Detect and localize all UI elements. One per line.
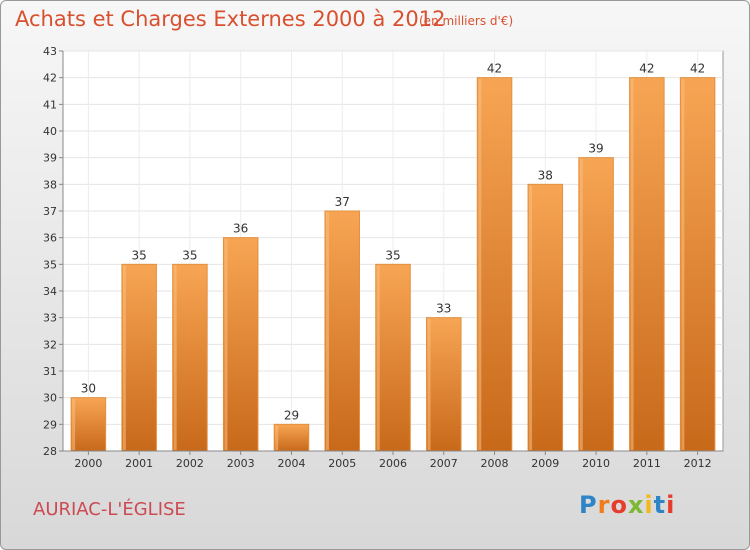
x-tick-label-2011: 2011: [633, 457, 661, 470]
bar-2004: [273, 423, 310, 452]
x-tick-label-2010: 2010: [582, 457, 610, 470]
x-tick-label-2004: 2004: [277, 457, 305, 470]
data-label-2003: 36: [233, 222, 248, 236]
bar-highlight: [122, 265, 126, 450]
x-tick-label-2008: 2008: [481, 457, 509, 470]
bar-2001: [121, 263, 157, 452]
logo-letter: t: [653, 491, 667, 519]
data-label-2006: 35: [385, 248, 400, 262]
proxiti-logo: Proxiti: [579, 491, 675, 519]
y-tick-label: 35: [43, 258, 57, 271]
bar-highlight: [579, 158, 583, 450]
data-label-2004: 29: [284, 408, 299, 422]
y-tick-label: 34: [43, 285, 57, 298]
data-label-2012: 42: [690, 62, 705, 76]
y-tick-label: 38: [43, 178, 57, 191]
data-label-2009: 38: [538, 168, 553, 182]
data-label-2008: 42: [487, 62, 502, 76]
bar-highlight: [529, 185, 533, 451]
logo-letter: i: [666, 491, 676, 519]
y-tick-label: 41: [43, 98, 57, 111]
y-tick-label: 36: [43, 232, 57, 245]
y-tick-label: 31: [43, 365, 57, 378]
y-tick-label: 32: [43, 338, 57, 351]
y-tick-label: 33: [43, 312, 57, 325]
chart-subtitle: (en milliers d'€): [419, 14, 514, 28]
x-tick-label-2001: 2001: [125, 457, 153, 470]
data-label-2007: 33: [436, 302, 451, 316]
logo-letter: i: [644, 491, 654, 519]
y-tick-label: 28: [43, 445, 57, 458]
bar-highlight: [72, 398, 76, 450]
bar-highlight: [325, 212, 329, 450]
x-tick-label-2006: 2006: [379, 457, 407, 470]
bar-2005: [324, 210, 360, 452]
data-label-2005: 37: [335, 195, 350, 209]
x-tick-label-2000: 2000: [74, 457, 102, 470]
logo-letter: o: [610, 491, 628, 519]
y-tick-label: 43: [43, 45, 57, 58]
bar-highlight: [224, 238, 228, 450]
x-tick-label-2002: 2002: [176, 457, 204, 470]
bar-2000: [70, 397, 107, 452]
bar-highlight: [478, 78, 482, 451]
data-label-2010: 39: [588, 142, 603, 156]
bar-2010: [578, 157, 614, 452]
x-tick-label-2007: 2007: [430, 457, 458, 470]
bar-2002: [172, 263, 208, 452]
bar-highlight: [376, 265, 380, 450]
bar-2011: [629, 77, 665, 452]
bar-2003: [222, 237, 259, 452]
data-label-2001: 35: [132, 248, 147, 262]
bar-2012: [679, 77, 716, 452]
bar-highlight: [173, 265, 177, 450]
bar-highlight: [681, 78, 685, 451]
bar-highlight: [630, 78, 634, 451]
x-tick-label-2003: 2003: [227, 457, 255, 470]
x-tick-label-2012: 2012: [684, 457, 712, 470]
logo-letter: r: [597, 491, 611, 519]
y-tick-label: 29: [43, 418, 57, 431]
logo-letter: P: [579, 491, 598, 519]
chart-title: Achats et Charges Externes 2000 à 2012: [15, 7, 446, 31]
y-tick-label: 37: [43, 205, 57, 218]
y-tick-label: 39: [43, 152, 57, 165]
bar-highlight: [275, 425, 279, 450]
commune-name: AURIAC-L'ÉGLISE: [33, 499, 186, 520]
y-tick-label: 30: [43, 392, 57, 405]
y-tick-label: 40: [43, 125, 57, 138]
data-label-2002: 35: [182, 248, 197, 262]
bar-2007: [426, 317, 462, 452]
y-tick-label: 42: [43, 72, 57, 85]
bar-highlight: [427, 318, 431, 450]
x-tick-label-2009: 2009: [531, 457, 559, 470]
bar-2009: [527, 183, 564, 452]
data-label-2000: 30: [81, 382, 96, 396]
logo-letter: x: [627, 491, 645, 519]
bar-2006: [375, 263, 411, 452]
bar-2008: [476, 77, 513, 452]
x-tick-label-2005: 2005: [328, 457, 356, 470]
data-label-2011: 42: [639, 62, 654, 76]
